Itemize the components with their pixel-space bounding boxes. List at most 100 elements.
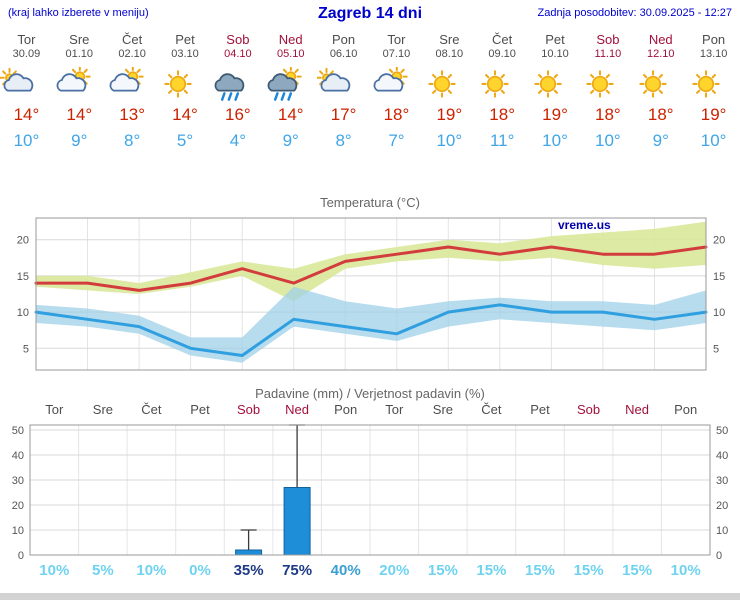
day-column[interactable]: Pet 03.10 14° 5° xyxy=(159,30,212,151)
day-date-label: 02.10 xyxy=(118,48,146,60)
svg-text:30: 30 xyxy=(12,475,24,487)
low-temp-label: 4° xyxy=(229,131,246,150)
day-date-label: 11.10 xyxy=(594,48,622,60)
svg-text:20: 20 xyxy=(713,235,725,247)
temp-min-line xyxy=(34,303,708,357)
rain-drops-icon xyxy=(274,92,293,101)
weather-icon-cloudy xyxy=(317,60,370,104)
low-temp-label: 8° xyxy=(335,131,352,150)
cloud-icon xyxy=(3,73,34,92)
svg-text:Ned: Ned xyxy=(285,402,309,417)
svg-text:15%: 15% xyxy=(622,562,652,579)
day-column[interactable]: Ned 12.10 18° 9° xyxy=(634,30,687,151)
svg-text:5: 5 xyxy=(713,343,719,355)
svg-text:40: 40 xyxy=(12,450,24,462)
day-column[interactable]: Pet 10.10 19° 10° xyxy=(529,30,582,151)
menu-hint: (kraj lahko izberete v meniju) xyxy=(8,7,149,19)
precip-bar xyxy=(235,549,263,556)
svg-text:10: 10 xyxy=(17,307,29,319)
day-column[interactable]: Pon 13.10 19° 10° xyxy=(687,30,740,151)
day-name-label: Ned xyxy=(278,32,303,47)
day-date-label: 12.10 xyxy=(646,48,675,60)
day-column[interactable]: Pon 06.10 17° 8° xyxy=(317,30,370,151)
svg-text:0: 0 xyxy=(716,550,722,562)
svg-text:Pon: Pon xyxy=(334,402,357,417)
day-name-label: Pon xyxy=(702,32,726,47)
day-column[interactable]: Čet 09.10 18° 11° xyxy=(476,30,529,151)
svg-text:Tor: Tor xyxy=(385,402,404,417)
svg-text:Pet: Pet xyxy=(190,402,210,417)
svg-text:40%: 40% xyxy=(331,562,361,579)
day-column[interactable]: Tor 07.10 18° 7° xyxy=(370,30,423,151)
svg-text:10: 10 xyxy=(12,525,24,537)
cloud-icon xyxy=(56,73,87,92)
sun-icon xyxy=(639,70,667,98)
weather-icon-partly xyxy=(53,60,106,104)
day-column[interactable]: Sre 08.10 19° 10° xyxy=(423,30,476,151)
weather-icon-sunny xyxy=(423,60,476,104)
high-temp-label: 13° xyxy=(119,105,145,124)
svg-text:0%: 0% xyxy=(189,562,211,579)
page-title: Zagreb 14 dni xyxy=(317,5,423,22)
low-temp-label: 5° xyxy=(176,131,194,150)
svg-text:15: 15 xyxy=(17,271,29,283)
temperature-chart: 5 5 10 10 15 15 20 20 vreme.us xyxy=(0,212,740,380)
high-temp-label: 14° xyxy=(172,105,198,124)
day-column[interactable]: Sre 01.10 14° 9° xyxy=(53,30,106,151)
low-temp-label: 9° xyxy=(652,131,669,150)
day-date-label: 05.10 xyxy=(276,48,305,60)
high-temp-label: 14° xyxy=(13,105,40,124)
svg-text:50: 50 xyxy=(716,425,728,437)
svg-text:20: 20 xyxy=(716,500,728,512)
rain-drops-icon xyxy=(221,92,240,101)
day-date-label: 01.10 xyxy=(65,48,94,60)
svg-text:20%: 20% xyxy=(379,562,409,579)
precip-day-labels: Tor Sre Čet Pet Sob Ned Pon Tor Sre Čet Pet Sob Ned P… xyxy=(45,402,697,417)
svg-text:50: 50 xyxy=(12,425,24,437)
svg-text:10%: 10% xyxy=(136,562,166,579)
day-column[interactable]: Ned 05.10 14° 9° xyxy=(264,30,317,151)
svg-text:15%: 15% xyxy=(476,562,506,579)
day-column[interactable]: Čet 02.10 13° 8° xyxy=(106,30,159,151)
svg-text:30: 30 xyxy=(716,475,728,487)
high-temp-label: 19° xyxy=(436,105,463,124)
weather-icon-sunny xyxy=(687,60,740,104)
day-name-label: Ned xyxy=(648,32,673,47)
cloud-icon xyxy=(109,73,139,92)
svg-text:Sre: Sre xyxy=(93,402,113,417)
temperature-chart-svg: 5 5 10 10 15 15 20 20 xyxy=(17,217,725,371)
low-temp-label: 7° xyxy=(388,131,405,150)
day-name-label: Čet xyxy=(122,32,143,47)
precip-probability-labels: 10% 5% 10% 0% 35% 75% 40% 20% 15% 15% 15% 15% 15% 10% xyxy=(39,562,700,579)
weather-icon-rain-partly xyxy=(264,60,317,104)
precip-whisker xyxy=(240,529,257,550)
day-column[interactable]: Sob 11.10 18° 10° xyxy=(581,30,634,151)
svg-text:15: 15 xyxy=(713,271,725,283)
svg-text:Sob: Sob xyxy=(237,402,260,417)
sun-icon xyxy=(586,70,615,98)
weather-icon-sunny xyxy=(529,60,582,104)
high-temp-label: 17° xyxy=(330,105,357,124)
weather-icon-partly xyxy=(106,60,159,104)
horizontal-scrollbar[interactable] xyxy=(0,593,740,600)
day-name-label: Čet xyxy=(492,32,513,47)
day-date-label: 03.10 xyxy=(171,48,199,60)
day-column[interactable]: Tor 30.09 14° 10° xyxy=(0,30,53,151)
svg-text:Sob: Sob xyxy=(577,402,600,417)
day-name-label: Sre xyxy=(69,32,90,47)
temp-max-range-band xyxy=(36,221,706,302)
high-temp-label: 18° xyxy=(489,105,516,124)
low-temp-label: 9° xyxy=(282,131,299,150)
sun-icon xyxy=(163,70,192,98)
watermark-link[interactable]: vreme.us xyxy=(558,218,611,232)
svg-text:10%: 10% xyxy=(39,562,69,579)
day-name-label: Pet xyxy=(175,32,195,47)
day-date-label: 08.10 xyxy=(435,48,464,60)
precip-grid: 0 0 10 10 20 20 30 30 40 40 50 50 xyxy=(12,425,728,562)
day-date-label: 09.10 xyxy=(488,48,516,60)
low-temp-label: 10° xyxy=(595,131,621,150)
day-column[interactable]: Sob 04.10 16° 4° xyxy=(211,30,264,151)
precip-whisker xyxy=(289,424,306,488)
weather-icon-rain xyxy=(211,60,264,104)
last-update: Zadnja posodobitev: 30.09.2025 - 12:27 xyxy=(537,7,732,19)
